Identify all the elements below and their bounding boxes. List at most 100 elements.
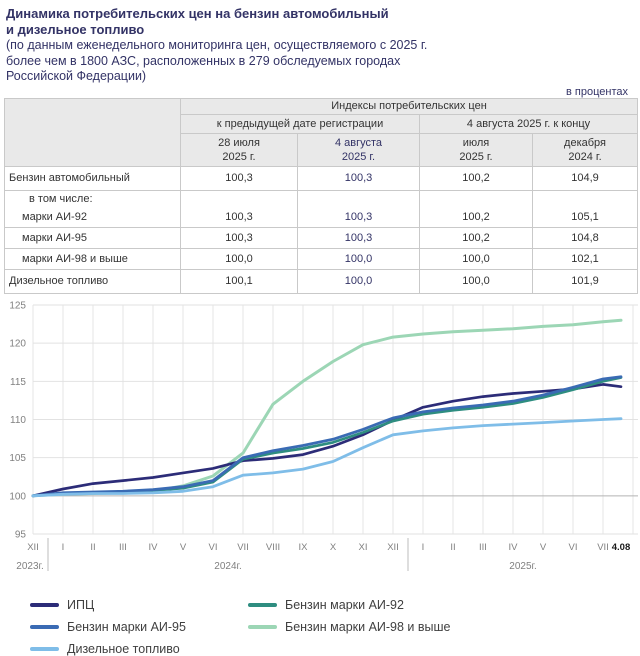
row-label: марки АИ-92 — [4, 206, 181, 228]
x-axis-label: XI — [359, 542, 368, 553]
column-header-28-july: 28 июля 2025 г. — [180, 132, 298, 167]
legend-label: Бензин марки АИ-92 — [285, 597, 404, 612]
cell-value — [297, 190, 420, 207]
page-title: Динамика потребительских цен на бензин а… — [6, 6, 632, 38]
cell-value: 100,3 — [180, 206, 298, 228]
price-index-table: Индексы потребительских цен к предыдущей… — [4, 97, 639, 294]
table-row: марки АИ-92 100,3 100,3 100,2 105,1 — [4, 206, 639, 228]
cell-value: 104,8 — [531, 227, 639, 249]
line-chart: 95 100 105 110 115 120 125 XII I II III IV V VI VII VII… — [0, 298, 640, 588]
table-group-header: Индексы потребительских цен — [179, 97, 639, 115]
row-label: Дизельное топливо — [4, 269, 181, 294]
series-line-ipc — [31, 382, 623, 497]
y-axis-label: 110 — [10, 415, 26, 426]
page-header: Динамика потребительских цен на бензин а… — [0, 0, 640, 98]
x-axis-label: II — [450, 542, 455, 553]
cell-value: 105,1 — [531, 206, 639, 228]
page-subtitle: (по данным еженедельного мониторинга цен… — [6, 38, 632, 85]
y-axis-label: 115 — [10, 376, 26, 387]
x-axis-label: V — [540, 542, 547, 553]
cell-value: 100,2 — [419, 206, 533, 228]
cell-value: 100,0 — [180, 248, 298, 270]
x-axis-label: IX — [299, 542, 309, 553]
legend-label: Дизельное топливо — [67, 641, 180, 656]
cell-value: 100,3 — [180, 227, 298, 249]
cell-value: 100,2 — [419, 227, 533, 249]
x-axis-label: III — [479, 542, 487, 553]
legend-item-diesel: Дизельное топливо — [30, 642, 248, 656]
x-axis-label: II — [90, 542, 95, 553]
legend-swatch-ipc — [30, 602, 59, 607]
y-axis-label: 105 — [9, 453, 26, 464]
legend-swatch-ai95 — [30, 624, 59, 629]
cell-value: 100,0 — [297, 248, 420, 270]
table-row: Дизельное топливо 100,1 100,0 100,0 101,9 — [4, 269, 639, 294]
cell-value — [419, 190, 533, 207]
legend-label: ИПЦ — [67, 597, 95, 612]
legend-item-ai98: Бензин марки АИ-98 и выше — [248, 620, 640, 634]
cell-value: 100,2 — [419, 166, 533, 191]
year-label: 2025г. — [509, 561, 536, 572]
x-axis-label-last-date: 4.08 — [612, 542, 631, 553]
x-axis-label: XII — [387, 542, 399, 553]
column-header-4-august: 4 августа 2025 г. — [297, 132, 420, 167]
row-label: марки АИ-95 — [4, 227, 181, 249]
table-row: марки АИ-95 100,3 100,3 100,2 104,8 — [4, 227, 639, 249]
table-row: в том числе: — [4, 190, 639, 207]
y-axis-label: 100 — [9, 491, 26, 502]
column-header-to-july: июля 2025 г. — [419, 132, 533, 167]
cell-value — [531, 190, 639, 207]
cell-value: 100,3 — [180, 166, 298, 191]
row-label: в том числе: — [4, 190, 181, 207]
x-axis-label: X — [330, 542, 337, 553]
cell-value: 100,0 — [297, 269, 420, 294]
year-label: 2023г. — [16, 561, 43, 572]
legend-label: Бензин марки АИ-98 и выше — [285, 619, 451, 634]
subtitle-line-3: Российской Федерации) — [6, 69, 147, 83]
subtitle-line-1: (по данным еженедельного мониторинга цен… — [6, 38, 428, 52]
chart-legend: ИПЦ Бензин марки АИ-92 Бензин марки АИ-95 Б… — [0, 588, 640, 656]
table-subgroup-header-2: 4 августа 2025 г. к концу — [418, 113, 639, 134]
legend-swatch-diesel — [30, 646, 59, 651]
x-axis-label: I — [62, 542, 65, 553]
subtitle-line-2: более чем в 1800 АЗС, расположенных в 27… — [6, 53, 401, 68]
table-corner-cell — [4, 97, 181, 167]
x-axis-label: VII — [237, 542, 249, 553]
legend-label: Бензин марки АИ-95 — [67, 619, 186, 634]
cell-value: 101,9 — [531, 269, 639, 294]
cell-value: 102,1 — [531, 248, 639, 270]
column-header-to-december: декабря 2024 г. — [531, 132, 639, 167]
legend-item-ai95: Бензин марки АИ-95 — [30, 620, 248, 634]
x-axis-label: I — [422, 542, 425, 553]
series-line-ai98 — [31, 318, 623, 497]
cell-value: 100,3 — [297, 206, 420, 228]
x-axis-label: VIII — [266, 542, 280, 553]
x-axis-label: XII — [27, 542, 39, 553]
x-axis-label: III — [119, 542, 127, 553]
cell-value — [180, 190, 298, 207]
x-axis-label: IV — [149, 542, 159, 553]
row-label: Бензин автомобильный — [4, 166, 181, 191]
legend-item-ai92: Бензин марки АИ-92 — [248, 598, 640, 612]
table-subgroup-header-1: к предыдущей дате регистрации — [180, 113, 420, 134]
x-axis-label: IV — [509, 542, 519, 553]
title-line-2: и дизельное топливо — [6, 22, 145, 37]
cell-value: 100,0 — [419, 248, 533, 270]
series-line-ai95 — [31, 374, 623, 497]
table-row: марки АИ-98 и выше 100,0 100,0 100,0 102,1 — [4, 248, 639, 270]
legend-swatch-ai98 — [248, 624, 277, 629]
x-axis-label: VI — [209, 542, 218, 553]
y-axis-label: 95 — [15, 529, 27, 540]
x-axis-label: VI — [569, 542, 578, 553]
legend-item-ipc: ИПЦ — [30, 598, 248, 612]
cell-value: 104,9 — [531, 166, 639, 191]
cell-value: 100,3 — [297, 227, 420, 249]
series-line-diesel — [31, 416, 623, 497]
units-note: в процентах — [566, 85, 628, 98]
title-line-1: Динамика потребительских цен на бензин а… — [6, 6, 389, 21]
y-axis-label: 120 — [9, 338, 26, 349]
x-axis-label: VII — [597, 542, 609, 553]
series-line-ai92 — [31, 375, 623, 497]
